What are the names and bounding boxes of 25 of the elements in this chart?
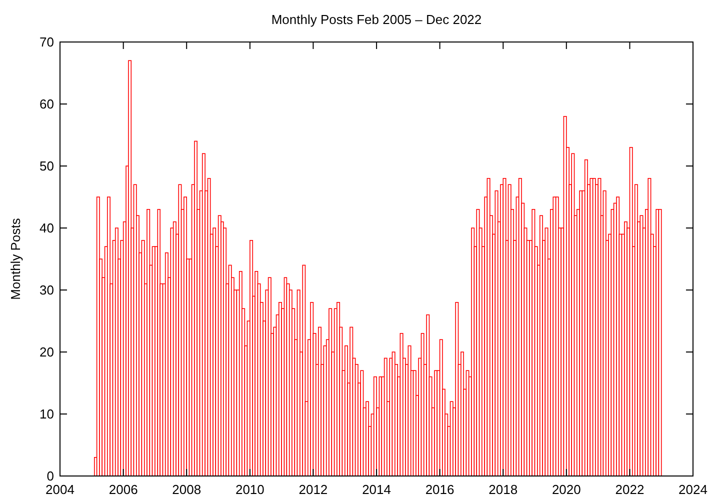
chart-title: Monthly Posts Feb 2005 – Dec 2022 xyxy=(271,12,482,27)
bar xyxy=(658,209,662,476)
bar xyxy=(502,178,506,476)
y-axis-title: Monthly Posts xyxy=(8,218,23,300)
x-tick-label: 2006 xyxy=(108,482,138,497)
y-tick-label: 30 xyxy=(40,282,54,298)
x-tick-label: 2008 xyxy=(172,482,202,497)
x-tick-label: 2016 xyxy=(425,482,454,497)
y-tick-label: 0 xyxy=(46,468,54,484)
x-tick-label: 2024 xyxy=(678,482,708,497)
x-tick-label: 2012 xyxy=(298,482,328,497)
x-tick-label: 2010 xyxy=(235,482,264,497)
y-tick-label: 70 xyxy=(40,34,54,50)
y-tick-label: 40 xyxy=(40,220,54,236)
bar xyxy=(328,308,332,476)
y-tick-label: 50 xyxy=(40,158,54,174)
y-tick-label: 20 xyxy=(40,344,54,360)
x-tick-label: 2004 xyxy=(46,482,74,497)
x-tick-label: 2018 xyxy=(488,482,518,497)
x-tick-label: 2020 xyxy=(552,482,581,497)
x-tick-label: 2022 xyxy=(615,482,644,497)
bar xyxy=(310,302,314,476)
y-tick-label: 60 xyxy=(40,96,54,112)
x-tick-label: 2014 xyxy=(362,482,392,497)
y-tick-label: 10 xyxy=(40,406,54,422)
